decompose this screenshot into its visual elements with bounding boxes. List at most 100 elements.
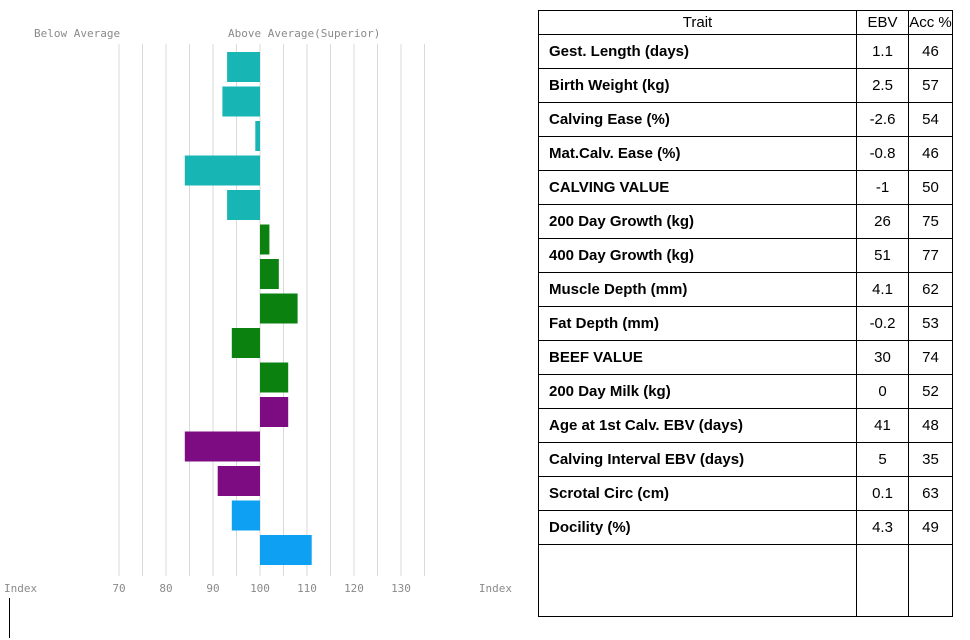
table-row: Gest. Length (days) 1.1 46 [538, 34, 953, 69]
x-tick-label: 130 [391, 582, 411, 595]
empty-cell [908, 544, 953, 617]
x-tick-label: 90 [206, 582, 219, 595]
ebv-cell: 5 [856, 442, 909, 477]
acc-cell: 49 [908, 510, 953, 545]
trait-cell: Calving Interval EBV (days) [538, 442, 857, 477]
trait-cell: BEEF VALUE [538, 340, 857, 375]
bar-10 [260, 362, 289, 393]
header-trait: Trait [538, 10, 857, 35]
table-row: Muscle Depth (mm) 4.1 62 [538, 272, 953, 307]
acc-cell: 77 [908, 238, 953, 273]
trait-cell: Birth Weight (kg) [538, 68, 857, 103]
trait-cell: CALVING VALUE [538, 170, 857, 205]
acc-cell: 54 [908, 102, 953, 137]
trait-cell: Gest. Length (days) [538, 34, 857, 69]
ebv-cell: -1 [856, 170, 909, 205]
header-ebv: EBV [856, 10, 909, 35]
bar-3 [255, 121, 260, 151]
trait-cell: Muscle Depth (mm) [538, 272, 857, 307]
acc-cell: 52 [908, 374, 953, 409]
x-tick-label: 80 [159, 582, 172, 595]
below-average-label: Below Average [34, 27, 120, 40]
above-average-label: Above Average(Superior) [228, 27, 380, 40]
acc-cell: 46 [908, 136, 953, 171]
acc-cell: 62 [908, 272, 953, 307]
table-empty-row [538, 544, 953, 617]
bar-6 [260, 224, 270, 255]
x-tick-label: Index [4, 582, 37, 595]
ebv-cell: 1.1 [856, 34, 909, 69]
table-header-row: Trait EBV Acc % [538, 10, 953, 35]
bar-4 [184, 155, 260, 186]
trait-cell: Mat.Calv. Ease (%) [538, 136, 857, 171]
empty-cell [538, 544, 857, 617]
ebv-cell: -2.6 [856, 102, 909, 137]
x-tick-label: Index [479, 582, 512, 595]
bar-5 [227, 190, 260, 220]
table-row: CALVING VALUE -1 50 [538, 170, 953, 205]
table-row: Calving Ease (%) -2.6 54 [538, 102, 953, 137]
ebv-cell: -0.8 [856, 136, 909, 171]
ebv-cell: 51 [856, 238, 909, 273]
acc-cell: 74 [908, 340, 953, 375]
trait-cell: Age at 1st Calv. EBV (days) [538, 408, 857, 443]
table-row: Birth Weight (kg) 2.5 57 [538, 68, 953, 103]
ebv-table: Trait EBV Acc % Gest. Length (days) 1.1 46… [538, 10, 953, 617]
ebv-cell: 2.5 [856, 68, 909, 103]
bar-14 [231, 500, 260, 531]
bars [184, 52, 312, 565]
acc-cell: 35 [908, 442, 953, 477]
bar-13 [217, 466, 260, 496]
table-row: Scrotal Circ (cm) 0.1 63 [538, 476, 953, 511]
table-row: 400 Day Growth (kg) 51 77 [538, 238, 953, 273]
chart-svg: Index 70 80 90 100 110 120 130 Index Below Avera… [4, 27, 512, 595]
acc-cell: 48 [908, 408, 953, 443]
trait-cell: 200 Day Milk (kg) [538, 374, 857, 409]
table-row: Age at 1st Calv. EBV (days) 41 48 [538, 408, 953, 443]
bar-8 [260, 293, 298, 324]
ebv-index-chart: Index 70 80 90 100 110 120 130 Index Below Avera… [4, 27, 512, 638]
bar-9 [231, 328, 260, 358]
acc-cell: 63 [908, 476, 953, 511]
x-tick-label: 110 [297, 582, 317, 595]
ebv-cell: 0.1 [856, 476, 909, 511]
gridlines [118, 44, 425, 576]
ebv-cell: 41 [856, 408, 909, 443]
bar-15 [260, 535, 312, 565]
x-tick-labels: Index 70 80 90 100 110 120 130 Index [4, 582, 512, 595]
table-row: 200 Day Growth (kg) 26 75 [538, 204, 953, 239]
ebv-cell: -0.2 [856, 306, 909, 341]
ebv-cell: 26 [856, 204, 909, 239]
table-row: Docility (%) 4.3 49 [538, 510, 953, 545]
table-row: Fat Depth (mm) -0.2 53 [538, 306, 953, 341]
bar-11 [260, 397, 289, 427]
acc-cell: 46 [908, 34, 953, 69]
table-row: Mat.Calv. Ease (%) -0.8 46 [538, 136, 953, 171]
trait-cell: Fat Depth (mm) [538, 306, 857, 341]
x-tick-label: 120 [344, 582, 364, 595]
ebv-cell: 4.1 [856, 272, 909, 307]
acc-cell: 50 [908, 170, 953, 205]
ebv-cell: 30 [856, 340, 909, 375]
acc-cell: 53 [908, 306, 953, 341]
table-body: Gest. Length (days) 1.1 46 Birth Weight (kg… [538, 34, 953, 617]
x-tick-label: 70 [112, 582, 125, 595]
bar-7 [260, 259, 279, 289]
chart-left-border [9, 598, 10, 638]
bar-2 [222, 86, 260, 117]
ebv-cell: 4.3 [856, 510, 909, 545]
bar-12 [184, 431, 260, 462]
trait-cell: Docility (%) [538, 510, 857, 545]
trait-cell: Calving Ease (%) [538, 102, 857, 137]
trait-cell: 400 Day Growth (kg) [538, 238, 857, 273]
acc-cell: 57 [908, 68, 953, 103]
acc-cell: 75 [908, 204, 953, 239]
header-acc: Acc % [908, 10, 953, 35]
table-row: Calving Interval EBV (days) 5 35 [538, 442, 953, 477]
trait-cell: 200 Day Growth (kg) [538, 204, 857, 239]
table-row: BEEF VALUE 30 74 [538, 340, 953, 375]
table-row: 200 Day Milk (kg) 0 52 [538, 374, 953, 409]
empty-cell [856, 544, 909, 617]
x-tick-label: 100 [250, 582, 270, 595]
bar-1 [227, 52, 260, 82]
